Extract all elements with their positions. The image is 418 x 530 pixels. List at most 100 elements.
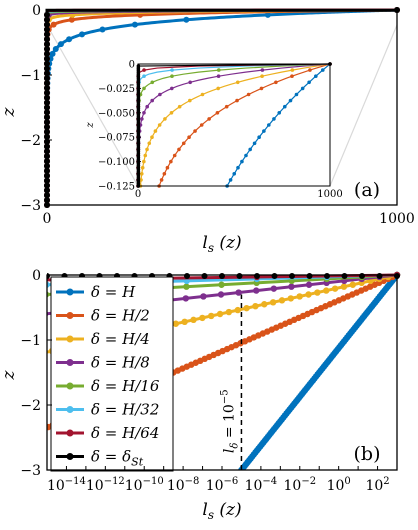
inset-point — [246, 92, 251, 97]
panel-b-point — [323, 287, 330, 294]
inset-ytick-label: −0.075 — [98, 133, 135, 144]
legend-label: δ = H/4 — [91, 330, 150, 348]
panel-b-xtick-label: 10−4 — [245, 476, 278, 494]
inset-point — [300, 86, 305, 91]
inset-ytick-label: 0 — [129, 60, 135, 71]
panel-b-point — [252, 303, 259, 310]
legend-swatch-marker — [66, 359, 74, 366]
inset-xtick-label: 0 — [135, 189, 141, 200]
inset-point — [142, 68, 146, 72]
panel-a-frame — [46, 9, 398, 206]
panel-b-point — [36, 428, 42, 434]
inset-point — [143, 153, 148, 158]
inset-point — [290, 74, 294, 78]
panel-b-xtick-label: 102 — [365, 476, 389, 494]
inset-ytick-label: −0.125 — [98, 182, 135, 193]
panel-b-ytick-label: −1 — [20, 333, 41, 349]
inset-point — [157, 123, 162, 127]
inset-point — [257, 135, 261, 139]
legend-label: δ = H/16 — [91, 377, 160, 395]
inset-point — [145, 104, 149, 109]
inset-point — [320, 68, 325, 72]
panel-a-ytick-label: −1 — [20, 68, 41, 84]
inset-point — [165, 165, 170, 170]
inset-ytick-label: −0.100 — [98, 157, 135, 168]
panel-a-point — [50, 21, 57, 28]
panel-a-point — [264, 11, 271, 18]
inset-point — [162, 172, 167, 176]
inset-point — [200, 92, 205, 97]
inset-point — [158, 92, 162, 97]
inset-point — [267, 123, 271, 127]
panel-b-point — [47, 281, 50, 288]
panel-b-point — [184, 273, 190, 279]
legend-item: δ = H — [56, 283, 136, 301]
inset-point — [272, 117, 276, 121]
inset-point — [170, 74, 174, 78]
panel-b-point — [32, 430, 38, 436]
inset-point — [294, 92, 299, 97]
legend-swatch-marker — [66, 382, 74, 390]
inset-point — [260, 68, 265, 72]
panel-b-xtick-label: 10−6 — [206, 476, 239, 494]
panel-b-xtick-label: 10−10 — [125, 476, 164, 494]
panel-a-xlabel: ls (z) — [202, 233, 241, 255]
panel-b-ytick-label: −3 — [20, 463, 41, 479]
panel-a-point — [49, 50, 56, 57]
panel-b-xtick-label: 10−2 — [283, 476, 316, 494]
inset-point — [259, 86, 264, 91]
inset-background — [138, 64, 330, 186]
inset-point — [288, 98, 293, 103]
legend-item: δ = H/4 — [56, 330, 150, 348]
inset-point — [187, 135, 191, 139]
legend-box — [50, 276, 174, 472]
inset-point — [274, 80, 278, 85]
legend-swatch-marker — [66, 288, 74, 296]
legend-swatch-marker — [66, 335, 74, 343]
panel-b-point — [200, 293, 207, 300]
panel-a-point — [57, 41, 64, 48]
inset-ytick-label: −0.050 — [98, 108, 135, 119]
panel-b-point — [340, 283, 348, 290]
legend-swatch-marker — [66, 429, 74, 437]
inset-point — [177, 147, 181, 152]
inset-point — [228, 178, 233, 182]
panel-b-xtick-label: 10−14 — [47, 476, 86, 494]
inset-point — [216, 86, 220, 91]
panel-b-point — [261, 301, 268, 308]
panel-b-point — [278, 297, 286, 304]
inset-point — [199, 123, 204, 127]
panel-a-ticks: 0−1−2−30 1000 — [20, 3, 414, 227]
legend-label: δ = H — [91, 283, 136, 301]
panel-a-point — [68, 16, 75, 23]
panel-b-point — [314, 289, 321, 296]
legend-swatch-marker — [66, 453, 74, 460]
panel-a-label: (a) — [354, 179, 380, 201]
inset-point — [207, 117, 211, 121]
panel-b-point — [218, 281, 225, 288]
inset-point — [150, 98, 154, 103]
inset-point — [145, 147, 149, 152]
panel-b-point — [40, 426, 46, 432]
legend-item: δ = H/64 — [56, 424, 159, 442]
inset-point — [142, 159, 146, 164]
inset-point — [169, 111, 174, 115]
inset-connector-left — [46, 24, 139, 187]
panel-b-point — [31, 352, 37, 358]
panel-b-point — [305, 281, 313, 288]
inset-point — [142, 74, 146, 78]
panel-b-point — [306, 273, 313, 279]
panel-b-point — [190, 316, 197, 324]
panel-b-point — [235, 289, 242, 296]
legend-item: δ = H/16 — [56, 377, 160, 395]
panel-b-point — [172, 320, 180, 327]
panel-b-point — [40, 350, 46, 356]
inset-point — [307, 80, 311, 85]
panel-a-xtick-label: 0 — [43, 211, 52, 227]
inset-point — [169, 159, 173, 164]
inset-point — [216, 74, 221, 78]
inset-point — [150, 80, 155, 85]
inset-ylabel: z — [85, 122, 96, 129]
